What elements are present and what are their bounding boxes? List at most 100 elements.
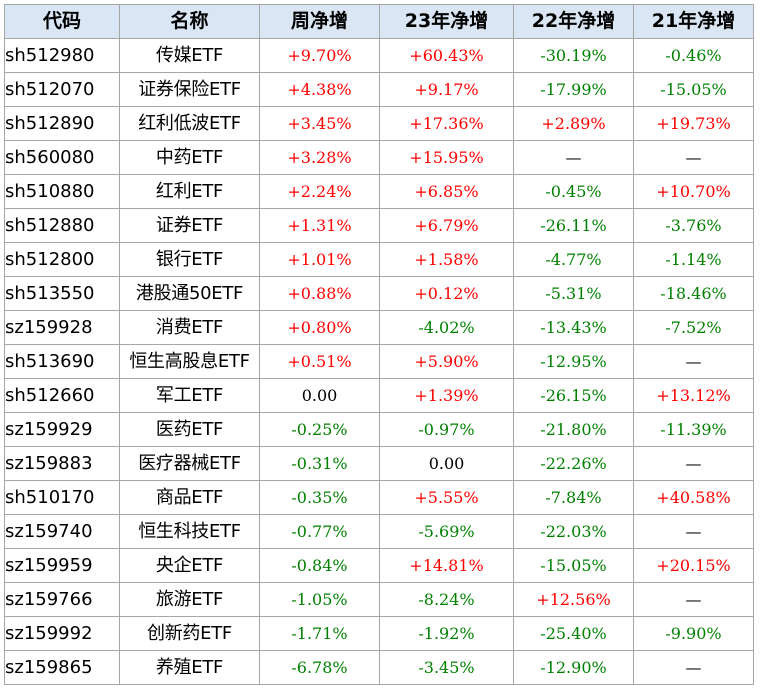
table-row: sz159740 恒生科技ETF -0.77% -5.69% -22.03% — (4, 514, 754, 549)
cell-name: 养殖ETF (119, 650, 260, 685)
cell-code: sh510880 (4, 174, 120, 209)
table-row: sh513690 恒生高股息ETF +0.51% +5.90% -12.95% — (4, 344, 754, 379)
cell-2022: -17.99% (513, 72, 634, 107)
cell-2023: -1.92% (379, 616, 514, 651)
cell-name: 传媒ETF (119, 38, 260, 73)
cell-2022: -12.90% (513, 650, 634, 685)
cell-name: 银行ETF (119, 242, 260, 277)
cell-2022: -25.40% (513, 616, 634, 651)
cell-2022: -4.77% (513, 242, 634, 277)
cell-2022: -30.19% (513, 38, 634, 73)
cell-week: +1.31% (259, 208, 380, 243)
cell-name: 央企ETF (119, 548, 260, 583)
cell-2023: -8.24% (379, 582, 514, 617)
cell-2023: +6.79% (379, 208, 514, 243)
header-name: 名称 (119, 4, 260, 39)
cell-2021: — (633, 650, 754, 685)
cell-code: sh513550 (4, 276, 120, 311)
cell-2022: -26.11% (513, 208, 634, 243)
cell-2023: -5.69% (379, 514, 514, 549)
cell-2021: -11.39% (633, 412, 754, 447)
cell-name: 证券保险ETF (119, 72, 260, 107)
cell-2023: +15.95% (379, 140, 514, 175)
cell-week: +0.88% (259, 276, 380, 311)
header-week: 周净增 (259, 4, 380, 39)
table-row: sh513550 港股通50ETF +0.88% +0.12% -5.31% -18.46… (4, 276, 754, 311)
cell-2022: -22.03% (513, 514, 634, 549)
cell-name: 红利低波ETF (119, 106, 260, 141)
cell-2021: -0.46% (633, 38, 754, 73)
header-row: 代码 名称 周净增 23年净增 22年净增 21年净增 (4, 4, 754, 39)
cell-2022: -15.05% (513, 548, 634, 583)
cell-code: sz159929 (4, 412, 120, 447)
cell-name: 证券ETF (119, 208, 260, 243)
cell-2022: +12.56% (513, 582, 634, 617)
header-2022: 22年净增 (513, 4, 634, 39)
cell-2023: +5.90% (379, 344, 514, 379)
cell-code: sz159740 (4, 514, 120, 549)
table-row: sz159883 医疗器械ETF -0.31% 0.00 -22.26% — (4, 446, 754, 481)
cell-name: 红利ETF (119, 174, 260, 209)
cell-code: sh512660 (4, 378, 120, 413)
cell-2023: +1.58% (379, 242, 514, 277)
cell-2022: -12.95% (513, 344, 634, 379)
table-row: sz159865 养殖ETF -6.78% -3.45% -12.90% — (4, 650, 754, 685)
cell-2021: -3.76% (633, 208, 754, 243)
cell-2023: +14.81% (379, 548, 514, 583)
table-row: sz159992 创新药ETF -1.71% -1.92% -25.40% -9.90% (4, 616, 754, 651)
cell-2021: +40.58% (633, 480, 754, 515)
cell-2023: +5.55% (379, 480, 514, 515)
cell-name: 医疗器械ETF (119, 446, 260, 481)
cell-week: +0.80% (259, 310, 380, 345)
cell-2021: -18.46% (633, 276, 754, 311)
table-row: sz159959 央企ETF -0.84% +14.81% -15.05% +20.15% (4, 548, 754, 583)
cell-2022: — (513, 140, 634, 175)
table-row: sz159928 消费ETF +0.80% -4.02% -13.43% -7.52% (4, 310, 754, 345)
table-row: sz159766 旅游ETF -1.05% -8.24% +12.56% — (4, 582, 754, 617)
cell-code: sz159928 (4, 310, 120, 345)
table-row: sh510880 红利ETF +2.24% +6.85% -0.45% +10.70% (4, 174, 754, 209)
cell-name: 中药ETF (119, 140, 260, 175)
cell-code: sz159865 (4, 650, 120, 685)
table-row: sh512800 银行ETF +1.01% +1.58% -4.77% -1.14% (4, 242, 754, 277)
cell-name: 商品ETF (119, 480, 260, 515)
cell-week: +1.01% (259, 242, 380, 277)
cell-2023: +1.39% (379, 378, 514, 413)
table-row: sh512980 传媒ETF +9.70% +60.43% -30.19% -0.46% (4, 38, 754, 73)
cell-week: -1.05% (259, 582, 380, 617)
cell-2023: +9.17% (379, 72, 514, 107)
cell-name: 创新药ETF (119, 616, 260, 651)
cell-2023: +6.85% (379, 174, 514, 209)
etf-net-growth-table: 代码 名称 周净增 23年净增 22年净增 21年净增 sh512980 传媒ET… (4, 4, 754, 685)
cell-week: +4.38% (259, 72, 380, 107)
cell-2021: -1.14% (633, 242, 754, 277)
cell-week: +3.28% (259, 140, 380, 175)
cell-week: +3.45% (259, 106, 380, 141)
cell-name: 港股通50ETF (119, 276, 260, 311)
table-row: sh512660 军工ETF 0.00 +1.39% -26.15% +13.12% (4, 378, 754, 413)
cell-code: sz159959 (4, 548, 120, 583)
cell-2022: -26.15% (513, 378, 634, 413)
cell-name: 医药ETF (119, 412, 260, 447)
table-row: sh512880 证券ETF +1.31% +6.79% -26.11% -3.76% (4, 208, 754, 243)
cell-2023: -3.45% (379, 650, 514, 685)
cell-code: sz159992 (4, 616, 120, 651)
cell-week: -0.35% (259, 480, 380, 515)
cell-2022: -7.84% (513, 480, 634, 515)
cell-code: sh512070 (4, 72, 120, 107)
cell-code: sh560080 (4, 140, 120, 175)
cell-week: -0.31% (259, 446, 380, 481)
cell-code: sh512800 (4, 242, 120, 277)
cell-code: sz159766 (4, 582, 120, 617)
cell-2021: -15.05% (633, 72, 754, 107)
table-row: sh512070 证券保险ETF +4.38% +9.17% -17.99% -15.05… (4, 72, 754, 107)
cell-2023: -0.97% (379, 412, 514, 447)
cell-2023: +60.43% (379, 38, 514, 73)
cell-2022: -13.43% (513, 310, 634, 345)
cell-2023: -4.02% (379, 310, 514, 345)
cell-2023: +0.12% (379, 276, 514, 311)
cell-week: -0.25% (259, 412, 380, 447)
cell-2021: -7.52% (633, 310, 754, 345)
cell-2021: — (633, 344, 754, 379)
